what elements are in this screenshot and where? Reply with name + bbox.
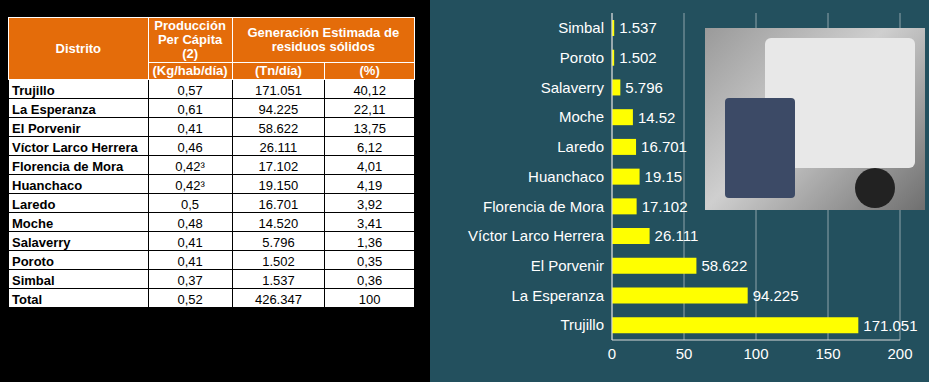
- html-text:426.347: 426.347: [254, 292, 302, 307]
- svg-text:17.102: 17.102: [642, 198, 688, 215]
- html-text:0,57: 0,57: [177, 83, 203, 98]
- html-text:4,19: 4,19: [357, 178, 383, 193]
- html-text:3,41: 3,41: [357, 216, 383, 231]
- html-text:1,36: 1,36: [357, 235, 383, 250]
- html-text:Víctor Larco Herrera: Víctor Larco Herrera: [12, 140, 138, 155]
- svg-text:Trujillo: Trujillo: [560, 316, 604, 333]
- html-text:0,61: 0,61: [177, 102, 203, 117]
- html-text:0,42³: 0,42³: [175, 178, 205, 193]
- svg-text:Moche: Moche: [559, 108, 604, 125]
- html-text:Salaverry: Salaverry: [12, 235, 71, 250]
- html-text:Producción Per Cápita (2): Producción Per Cápita (2): [154, 18, 226, 61]
- svg-text:Poroto: Poroto: [560, 49, 604, 66]
- html-text:La Esperanza: La Esperanza: [12, 102, 96, 117]
- svg-text:Simbal: Simbal: [558, 19, 604, 36]
- svg-text:Salaverry: Salaverry: [541, 79, 605, 96]
- svg-text:58.622: 58.622: [701, 257, 747, 274]
- html-text:(Tn/día): (Tn/día): [255, 63, 302, 78]
- html-text:Total: Total: [12, 292, 43, 307]
- html-text:5.796: 5.796: [262, 235, 295, 250]
- html-text:0,41: 0,41: [177, 254, 203, 269]
- svg-text:Huanchaco: Huanchaco: [528, 168, 604, 185]
- svg-text:200: 200: [887, 345, 912, 362]
- html-text:100: 100: [358, 292, 381, 307]
- html-text:Huanchaco: Huanchaco: [12, 178, 83, 193]
- html-text:0,52: 0,52: [177, 292, 203, 307]
- html-text:Laredo: Laredo: [12, 197, 56, 212]
- svg-text:1.537: 1.537: [619, 19, 657, 36]
- html-text:40,12: 40,12: [353, 83, 386, 98]
- svg-text:50: 50: [676, 345, 693, 362]
- html-text:0,36: 0,36: [357, 273, 383, 288]
- html-text:0,42³: 0,42³: [175, 159, 205, 174]
- html-text:4,01: 4,01: [357, 159, 383, 174]
- svg-text:150: 150: [815, 345, 840, 362]
- html-text:Simbal: Simbal: [12, 273, 55, 288]
- html-text:Florencia de Mora: Florencia de Mora: [12, 159, 124, 174]
- html-text:17.102: 17.102: [258, 159, 299, 174]
- html-text:19.150: 19.150: [258, 178, 299, 193]
- svg-text:16.701: 16.701: [641, 138, 687, 155]
- svg-text:0: 0: [608, 345, 616, 362]
- svg-text:14.52: 14.52: [638, 109, 676, 126]
- html-text:El Porvenir: El Porvenir: [12, 121, 81, 136]
- svg-text:26.111: 26.111: [655, 227, 699, 244]
- html-text:0,5: 0,5: [181, 197, 200, 212]
- html-text:13,75: 13,75: [353, 121, 386, 136]
- svg-text:Florencia de Mora: Florencia de Mora: [483, 198, 605, 215]
- html-text:0,46: 0,46: [177, 140, 203, 155]
- svg-text:Laredo: Laredo: [557, 138, 604, 155]
- svg-text:El Porvenir: El Porvenir: [531, 257, 604, 274]
- html-text:0,41: 0,41: [177, 121, 203, 136]
- html-text:Moche: Moche: [12, 216, 54, 231]
- html-text:6,12: 6,12: [357, 140, 383, 155]
- svg-text:1.502: 1.502: [619, 49, 657, 66]
- html-text:Generación Estimada de residuo: Generación Estimada de residuos sólidos: [247, 25, 400, 54]
- svg-text:100: 100: [743, 345, 768, 362]
- html-text:3,92: 3,92: [357, 197, 383, 212]
- html-text:0,41: 0,41: [177, 235, 203, 250]
- html-text:Trujillo: Trujillo: [12, 83, 55, 98]
- html-text:22,11: 22,11: [353, 102, 386, 117]
- html-text:0,48: 0,48: [177, 216, 203, 231]
- svg-text:La Esperanza: La Esperanza: [511, 287, 604, 304]
- html-text:0,35: 0,35: [357, 254, 383, 269]
- html-text:14.520: 14.520: [258, 216, 299, 231]
- html-text:16.701: 16.701: [258, 197, 299, 212]
- svg-text:94.225: 94.225: [753, 287, 799, 304]
- svg-text:5.796: 5.796: [625, 79, 663, 96]
- html-text:0,37: 0,37: [177, 273, 203, 288]
- html-text:1.502: 1.502: [262, 254, 295, 269]
- html-text:Distrito: Distrito: [55, 40, 101, 56]
- html-text:1.537: 1.537: [262, 273, 295, 288]
- html-text:94.225: 94.225: [258, 102, 299, 117]
- html-text:Poroto: Poroto: [12, 254, 54, 269]
- html-text:26.111: 26.111: [259, 140, 298, 155]
- svg-text:19.15: 19.15: [645, 168, 683, 185]
- svg-text:171.051: 171.051: [863, 317, 917, 334]
- html-text:58.622: 58.622: [258, 121, 299, 136]
- html-text:(Kg/hab/día): (Kg/hab/día): [152, 63, 228, 78]
- svg-text:Víctor Larco Herrera: Víctor Larco Herrera: [468, 227, 605, 244]
- html-text:171.051: 171.051: [254, 83, 302, 98]
